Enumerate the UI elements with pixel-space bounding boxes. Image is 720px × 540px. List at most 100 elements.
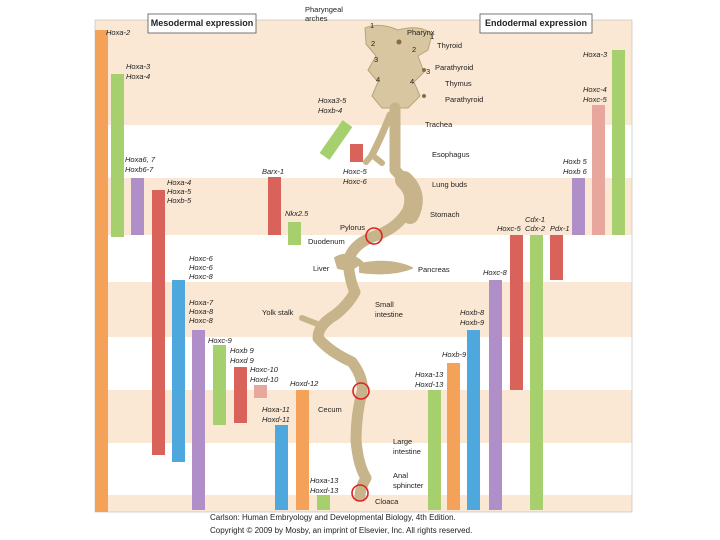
- gene-label: Hoxd-13: [415, 380, 444, 389]
- gene-label: Hoxa-3: [583, 50, 608, 59]
- expression-bar: [530, 235, 543, 510]
- gene-label: Hoxc-5: [497, 224, 522, 233]
- gene-label: Barx-1: [262, 167, 284, 176]
- anatomy-label: Pharynx: [407, 28, 435, 37]
- gene-label: Hoxb 6: [563, 167, 588, 176]
- gene-label: Hoxa6, 7: [125, 155, 156, 164]
- expression-bar: [234, 367, 247, 423]
- header-box: [147, 13, 257, 34]
- expression-bar: [447, 363, 460, 510]
- gene-label: Hoxb-8: [460, 308, 485, 317]
- arch-number: 1: [430, 32, 434, 41]
- anatomy-label: intestine: [375, 310, 403, 319]
- anatomy-label: Lung buds: [432, 180, 467, 189]
- anatomy-label: Parathyroid: [435, 63, 473, 72]
- anatomy-label: Parathyroid: [445, 95, 483, 104]
- expression-bar: [428, 390, 441, 510]
- gene-label: Hoxc-8: [189, 272, 214, 281]
- gene-label: Hoxa-8: [189, 307, 214, 316]
- gene-label: Hoxa-7: [189, 298, 214, 307]
- arch-number: 4: [410, 77, 414, 86]
- gene-label: Hoxc-8: [483, 268, 508, 277]
- anatomy-label: Cecum: [318, 405, 342, 414]
- gene-label: Hoxc-4: [583, 85, 607, 94]
- arch-number: 1: [370, 21, 374, 30]
- gene-label: Hoxc-5: [583, 95, 608, 104]
- pharynx-shape: [364, 24, 433, 109]
- expression-bar: [550, 235, 563, 280]
- arch-number: 3: [374, 55, 378, 64]
- parathyroid-dot: [422, 68, 426, 72]
- expression-bars: [95, 30, 625, 512]
- expression-bar: [152, 190, 165, 455]
- pancreas-shape: [359, 260, 413, 275]
- arch-number: 2: [412, 45, 416, 54]
- gene-label: Hoxa-13: [415, 370, 444, 379]
- gene-label: Hoxa-3: [126, 62, 151, 71]
- gene-label: Hoxc-6: [189, 254, 214, 263]
- anatomy-label: arches: [305, 14, 328, 23]
- anatomy-label: Thyroid: [437, 41, 462, 50]
- gene-label: Cdx-1: [525, 215, 545, 224]
- gene-label: Hoxb 5: [563, 157, 588, 166]
- expression-bar: [172, 280, 185, 462]
- gene-label: Cdx-2: [525, 224, 546, 233]
- lung-buds-shape: [363, 152, 385, 166]
- expression-bar: [572, 178, 585, 235]
- expression-bar: [275, 425, 288, 510]
- gene-label: Pdx-1: [550, 224, 570, 233]
- expression-bar: [111, 74, 124, 237]
- expression-bar: [592, 105, 605, 235]
- liver-shape: [334, 253, 363, 271]
- gene-label: Hoxc-6: [343, 177, 368, 186]
- expression-bar: [296, 390, 309, 510]
- gut-tube: [312, 102, 416, 502]
- arch-number: 4: [376, 75, 380, 84]
- anatomy-label: intestine: [393, 447, 421, 456]
- arch-number: 3: [426, 67, 430, 76]
- caption: Copyright © 2009 by Mosby, an imprint of…: [210, 526, 472, 535]
- gene-label: Hoxa-2: [106, 28, 131, 37]
- gene-label: Hoxd 9: [230, 356, 255, 365]
- expression-bar: [612, 50, 625, 235]
- expression-bar: [213, 345, 226, 425]
- anatomy-label: Yolk stalk: [262, 308, 294, 317]
- gene-label: Hoxb-5: [167, 196, 192, 205]
- expression-bar: [467, 330, 480, 510]
- anatomy-label: Duodenum: [308, 237, 345, 246]
- gene-label: Hoxb-9: [460, 318, 485, 327]
- anatomy-label: sphincter: [393, 481, 424, 490]
- anatomy-label: Pylorus: [340, 223, 365, 232]
- gene-label: Hoxa3-5: [318, 96, 347, 105]
- expression-bar: [131, 178, 144, 235]
- expression-bar: [192, 330, 205, 510]
- gene-label: Hoxa-11: [262, 405, 290, 414]
- gene-label: Hoxb 9: [230, 346, 255, 355]
- gene-label: Hoxc-9: [208, 336, 233, 345]
- anatomy-label: Stomach: [430, 210, 460, 219]
- expression-bar: [510, 235, 523, 390]
- anatomy-label: Pancreas: [418, 265, 450, 274]
- stomach-shape: [395, 171, 423, 224]
- gene-label: Hoxb-9: [442, 350, 467, 359]
- boundary-circle: [365, 227, 383, 245]
- band: [95, 20, 632, 125]
- expression-bar: [95, 30, 108, 512]
- expression-bar: [254, 385, 267, 398]
- expression-bar: [319, 120, 353, 160]
- header: Mesodermal expression: [151, 18, 254, 28]
- band: [95, 178, 632, 235]
- anatomy-label: Liver: [313, 264, 330, 273]
- anatomy-label: Trachea: [425, 120, 453, 129]
- yolk-stalk-shape: [299, 315, 323, 328]
- expression-bar: [268, 177, 281, 235]
- expression-bar: [489, 280, 502, 510]
- boundary-circle: [352, 382, 370, 400]
- gene-label: Hoxd-10: [250, 375, 279, 384]
- gut: [299, 24, 433, 502]
- anatomy-label: Pharyngeal: [305, 5, 343, 14]
- boundary-circle: [351, 484, 369, 502]
- expression-bar: [317, 495, 330, 510]
